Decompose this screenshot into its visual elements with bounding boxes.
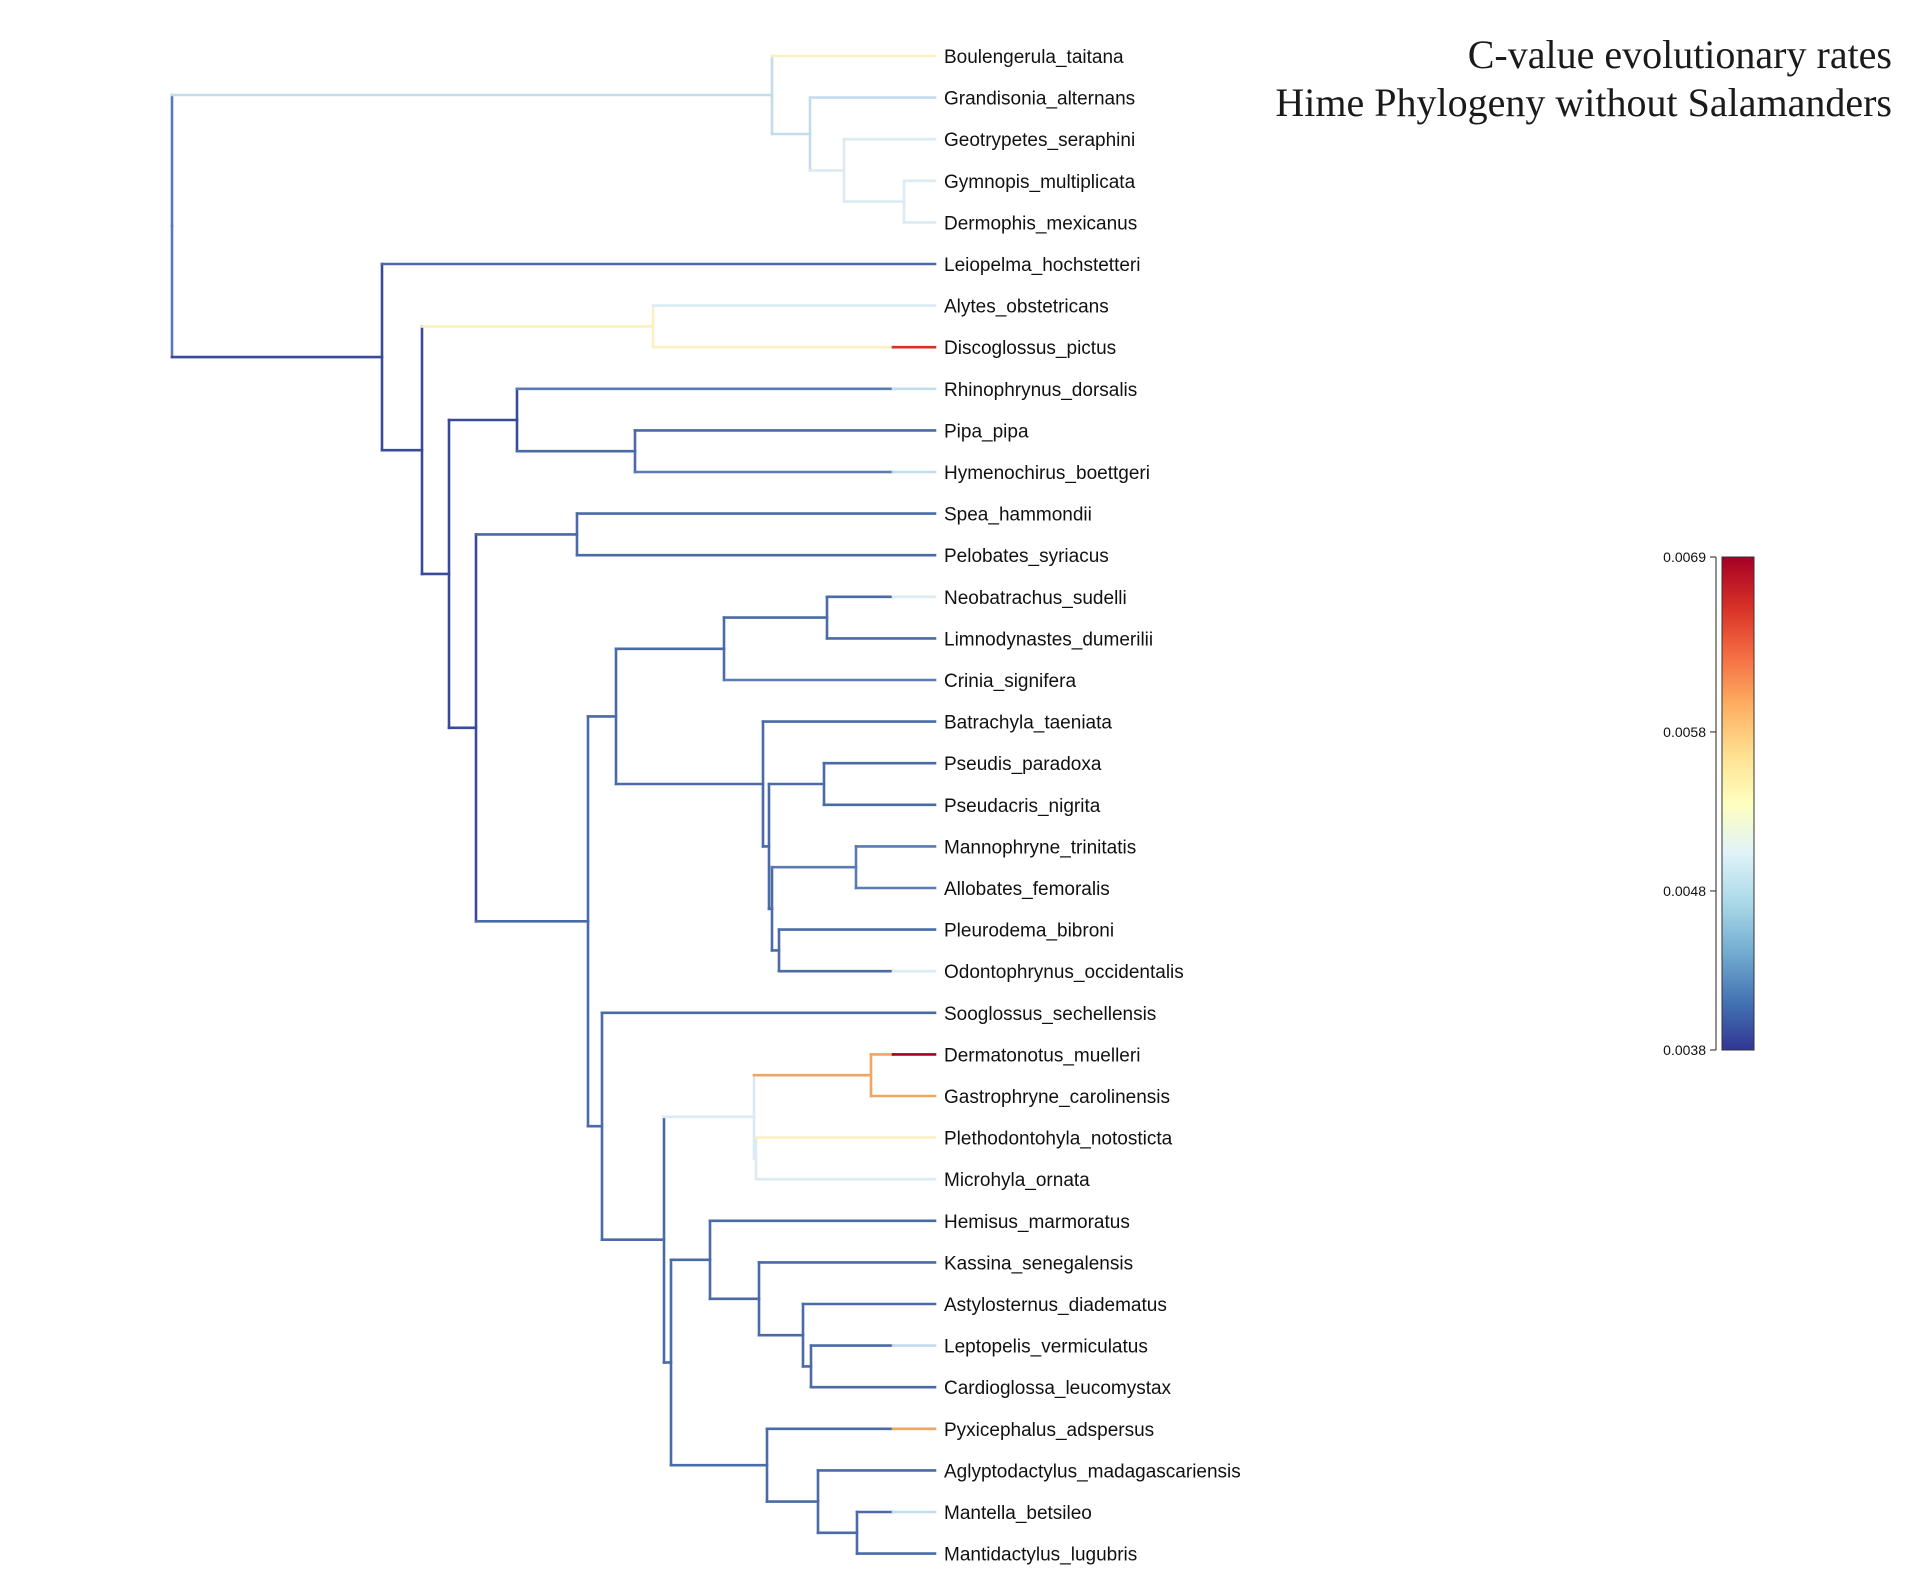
- tip-label: Pyxicephalus_adspersus: [944, 1420, 1154, 1441]
- tip-label: Plethodontohyla_notosticta: [944, 1129, 1173, 1150]
- tip-label: Hemisus_marmoratus: [944, 1212, 1130, 1233]
- tip-label: Mantella_betsileo: [944, 1503, 1092, 1524]
- colorbar-tick-label: 0.0069: [1663, 549, 1706, 565]
- title-line-1: C-value evolutionary rates: [1468, 32, 1892, 77]
- tip-label: Gastrophryne_carolinensis: [944, 1087, 1170, 1108]
- tip-label: Dermophis_mexicanus: [944, 213, 1137, 234]
- tip-label: Odontophrynus_occidentalis: [944, 962, 1184, 983]
- tip-label: Pipa_pipa: [944, 421, 1029, 442]
- title-line-2: Hime Phylogeny without Salamanders: [1275, 80, 1892, 125]
- tip-label: Batrachyla_taeniata: [944, 713, 1112, 734]
- tip-label: Pseudacris_nigrita: [944, 796, 1101, 817]
- tip-label: Hymenochirus_boettgeri: [944, 463, 1150, 484]
- tip-label: Discoglossus_pictus: [944, 338, 1116, 359]
- phylogenetic-tree: [170, 54, 937, 1555]
- tip-label: Grandisonia_alternans: [944, 89, 1135, 110]
- colorbar-tick-label: 0.0048: [1663, 883, 1706, 899]
- tip-label: Pelobates_syriacus: [944, 546, 1109, 567]
- tip-label: Alytes_obstetricans: [944, 297, 1109, 318]
- colorbar-tick-label: 0.0038: [1663, 1042, 1706, 1058]
- tip-label: Leiopelma_hochstetteri: [944, 255, 1140, 276]
- tip-label: Spea_hammondii: [944, 505, 1092, 526]
- tip-label: Limnodynastes_dumerilii: [944, 629, 1153, 650]
- tip-label: Kassina_senegalensis: [944, 1253, 1133, 1274]
- tip-label: Mannophryne_trinitatis: [944, 837, 1136, 858]
- tip-label: Aglyptodactylus_madagascariensis: [944, 1461, 1241, 1482]
- tip-label: Leptopelis_vermiculatus: [944, 1337, 1148, 1358]
- tip-label: Neobatrachus_sudelli: [944, 588, 1127, 609]
- colorbar-gradient: [1721, 556, 1755, 1051]
- tip-label: Crinia_signifera: [944, 671, 1076, 692]
- tip-label: Pseudis_paradoxa: [944, 754, 1102, 775]
- tip-label: Microhyla_ornata: [944, 1170, 1090, 1191]
- rate-colorbar: 0.0069 0.0058 0.0048 0.0038: [1663, 549, 1755, 1058]
- tip-label: Geotrypetes_seraphini: [944, 130, 1135, 151]
- figure-title: C-value evolutionary rates Hime Phylogen…: [1275, 32, 1892, 125]
- tip-label: Pleurodema_bibroni: [944, 921, 1114, 942]
- tip-label: Astylosternus_diadematus: [944, 1295, 1167, 1316]
- colorbar-tick-label: 0.0058: [1663, 724, 1706, 740]
- tip-label: Boulengerula_taitana: [944, 47, 1124, 68]
- tip-label: Cardioglossa_leucomystax: [944, 1378, 1172, 1399]
- tip-label: Gymnopis_multiplicata: [944, 172, 1136, 193]
- tip-label: Rhinophrynus_dorsalis: [944, 380, 1137, 401]
- tip-label: Mantidactylus_lugubris: [944, 1545, 1137, 1566]
- tip-label: Allobates_femoralis: [944, 879, 1110, 900]
- tip-label: Dermatonotus_muelleri: [944, 1045, 1140, 1066]
- tip-label: Sooglossus_sechellensis: [944, 1004, 1156, 1025]
- tip-labels: Boulengerula_taitana Grandisonia_alternan…: [944, 47, 1241, 1566]
